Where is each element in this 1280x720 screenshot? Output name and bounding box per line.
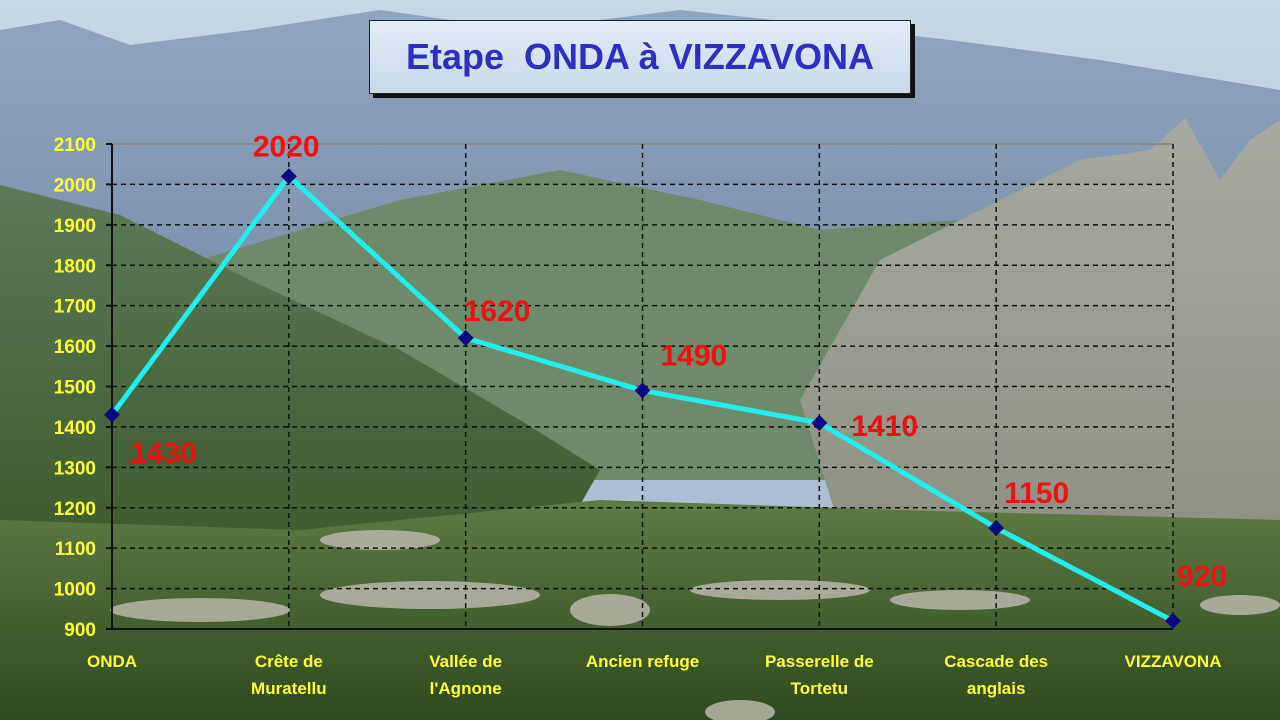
data-point-marker — [280, 168, 297, 185]
y-tick-label: 1600 — [54, 337, 96, 358]
data-point-marker — [811, 414, 828, 431]
y-tick-label: 1700 — [54, 297, 96, 318]
y-tick-label: 1200 — [54, 499, 96, 520]
data-point-marker — [634, 382, 651, 399]
y-tick-label: 1100 — [55, 539, 96, 560]
y-tick-label: 2100 — [54, 135, 96, 156]
chart-title: Etape ONDA à VIZZAVONA — [405, 36, 875, 77]
data-label: 1150 — [1004, 477, 1069, 510]
y-tick-label: 1300 — [54, 458, 96, 479]
x-tick-label: Cascade des — [944, 652, 1048, 671]
y-tick-label: 1900 — [54, 216, 96, 237]
x-axis-tick-labels: ONDA Crête de Muratellu Vallée de l'Agnone An… — [87, 652, 1222, 698]
data-label: 1410 — [851, 410, 918, 443]
data-labels: 1430 2020 1620 1490 1410 1150 920 — [130, 130, 1227, 593]
chart-title-box: Etape ONDA à VIZZAVONA — [369, 20, 911, 94]
y-tick-label: 1500 — [54, 378, 96, 399]
y-tick-label: 2000 — [54, 175, 96, 196]
data-label: 1430 — [130, 437, 197, 470]
data-point-marker — [1165, 612, 1181, 629]
data-point-marker — [988, 519, 1005, 536]
x-tick-label: Tortetu — [791, 679, 848, 698]
data-label: 1490 — [661, 340, 728, 373]
y-tick-label: 900 — [64, 620, 96, 641]
data-label: 920 — [1177, 560, 1227, 593]
y-tick-label: 1000 — [54, 580, 96, 601]
y-tick-label: 1400 — [54, 418, 96, 439]
grid — [106, 143, 1174, 630]
x-tick-label: Ancien refuge — [586, 652, 699, 671]
data-point-marker — [457, 330, 474, 346]
x-tick-label: l'Agnone — [430, 679, 502, 698]
x-tick-label: Crête de — [255, 652, 323, 671]
x-tick-label: VIZZAVONA — [1125, 652, 1222, 671]
data-label: 2020 — [253, 130, 320, 163]
data-point-marker — [104, 406, 120, 423]
x-tick-label: anglais — [967, 679, 1026, 698]
x-tick-label: ONDA — [87, 652, 137, 671]
x-tick-label: Vallée de — [429, 652, 502, 671]
data-label: 1620 — [464, 295, 531, 328]
x-tick-label: Muratellu — [251, 679, 327, 698]
y-tick-label: 1800 — [54, 256, 96, 277]
elevation-series — [104, 168, 1181, 629]
y-axis-tick-labels: 900 1000 1100 1200 1300 1400 1500 1600 1700 1800 1… — [54, 135, 96, 641]
x-tick-label: Passerelle de — [765, 652, 874, 671]
